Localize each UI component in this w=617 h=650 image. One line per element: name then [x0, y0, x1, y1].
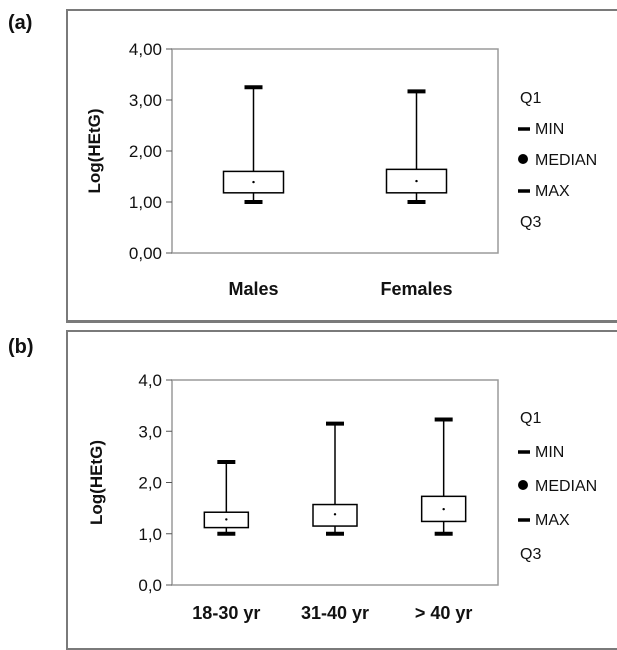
median-marker: [333, 513, 337, 516]
x-category-label: Females: [380, 279, 452, 299]
y-tick-label: 1,0: [138, 525, 162, 544]
panel-a-label: (a): [8, 12, 33, 34]
median-marker: [442, 507, 445, 511]
median-marker: [252, 180, 255, 184]
x-category-label: 31-40 yr: [301, 603, 369, 623]
legend-label-q3: Q3: [520, 546, 541, 563]
y-tick-label: 3,0: [138, 422, 162, 441]
x-category-label: > 40 yr: [415, 603, 473, 623]
legend-label-max: MAX: [535, 183, 570, 200]
legend-label-q3: Q3: [520, 214, 541, 231]
y-axis-label: Log(HEtG): [87, 440, 106, 525]
legend-marker-median: [518, 154, 528, 164]
x-category-label: 18-30 yr: [192, 603, 260, 623]
y-axis-label: Log(HEtG): [85, 109, 104, 194]
legend-marker-median: [518, 480, 528, 490]
y-tick-label: 2,00: [129, 142, 162, 161]
y-tick-label: 4,00: [129, 40, 162, 59]
box-q1-q3: [420, 495, 467, 523]
y-tick-label: 2,0: [138, 474, 162, 493]
legend-label-median: MEDIAN: [535, 152, 597, 169]
panel-b-label: (b): [8, 336, 34, 358]
panel-a-frame: [66, 9, 617, 323]
legend-label-q1: Q1: [520, 410, 541, 427]
x-category-label: Males: [228, 279, 278, 299]
legend-label-min: MIN: [535, 444, 564, 461]
median-marker: [225, 518, 228, 521]
y-tick-label: 4,0: [138, 371, 162, 390]
y-tick-label: 1,00: [129, 193, 162, 212]
legend-label-min: MIN: [535, 121, 564, 138]
legend-label-q1: Q1: [520, 90, 541, 107]
legend-label-median: MEDIAN: [535, 478, 597, 495]
y-tick-label: 0,0: [138, 576, 162, 595]
median-marker: [415, 179, 418, 183]
y-tick-label: 3,00: [129, 91, 162, 110]
y-tick-label: 0,00: [129, 244, 162, 263]
legend-label-max: MAX: [535, 512, 570, 529]
chart-a: 0,00 1,00 2,00 3,00 4,00 Log(HEtG) Males Female…: [85, 40, 597, 299]
